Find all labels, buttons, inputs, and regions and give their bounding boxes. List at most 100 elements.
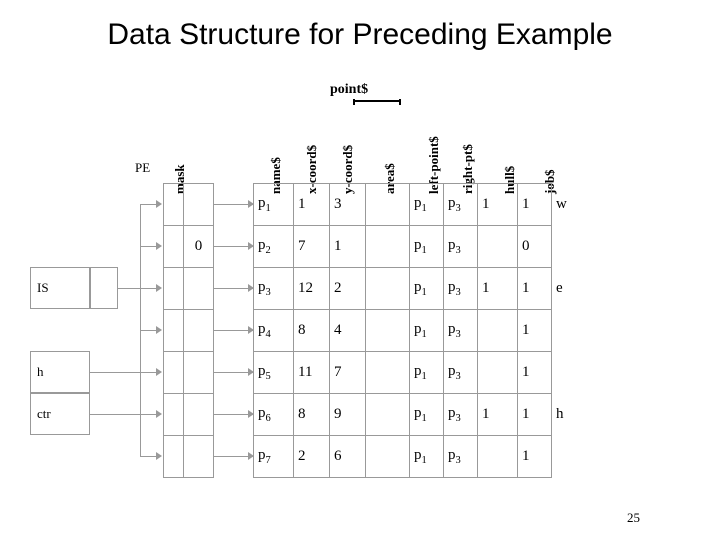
cell-pe — [164, 226, 184, 268]
is-box-cell — [90, 267, 118, 309]
cell-x: 8 — [294, 394, 330, 436]
spacer — [214, 184, 254, 226]
cell-name: p1 — [254, 184, 294, 226]
point-header: point$ — [330, 82, 368, 98]
cell-name: p2 — [254, 226, 294, 268]
cell-x: 12 — [294, 268, 330, 310]
cell-y: 7 — [330, 352, 366, 394]
cell-leftpt: p1 — [410, 226, 444, 268]
cell-y: 4 — [330, 310, 366, 352]
cell-area — [366, 436, 410, 478]
cell-mask — [184, 394, 214, 436]
arrow-row-1 — [156, 200, 162, 208]
cell-name: p6 — [254, 394, 294, 436]
is-box: IS — [30, 267, 90, 309]
cell-leftpt: p1 — [410, 184, 444, 226]
cell-annotation — [552, 226, 582, 268]
cell-job: 1 — [518, 436, 552, 478]
cell-rightpt: p3 — [444, 310, 478, 352]
cell-area — [366, 394, 410, 436]
line-r7 — [140, 456, 156, 457]
cell-job: 1 — [518, 310, 552, 352]
table-row: 0p271p1p30 — [164, 226, 582, 268]
arrow-row-3 — [156, 284, 162, 292]
cell-y: 1 — [330, 226, 366, 268]
arrow-row-6 — [156, 410, 162, 418]
spacer — [214, 352, 254, 394]
cell-hull — [478, 352, 518, 394]
cell-area — [366, 268, 410, 310]
line-r1 — [140, 204, 156, 205]
spacer — [214, 436, 254, 478]
cell-hull: 1 — [478, 394, 518, 436]
table-row: p113p1p311w — [164, 184, 582, 226]
cell-name: p7 — [254, 436, 294, 478]
cell-name: p3 — [254, 268, 294, 310]
cell-name: p4 — [254, 310, 294, 352]
cell-annotation — [552, 352, 582, 394]
arrow-row-5 — [156, 368, 162, 376]
line-r3 — [118, 288, 156, 289]
cell-mask — [184, 352, 214, 394]
line-bus — [140, 204, 141, 456]
cell-area — [366, 184, 410, 226]
h-box: h — [30, 351, 90, 393]
cell-name: p5 — [254, 352, 294, 394]
cell-y: 2 — [330, 268, 366, 310]
line-r2 — [140, 246, 156, 247]
cell-leftpt: p1 — [410, 268, 444, 310]
cell-pe — [164, 394, 184, 436]
cell-pe — [164, 184, 184, 226]
cell-x: 2 — [294, 436, 330, 478]
cell-leftpt: p1 — [410, 436, 444, 478]
table-row: p3122p1p311e — [164, 268, 582, 310]
page-number: 25 — [627, 510, 640, 526]
cell-annotation: w — [552, 184, 582, 226]
cell-y: 6 — [330, 436, 366, 478]
cell-rightpt: p3 — [444, 184, 478, 226]
cell-area — [366, 226, 410, 268]
line-r4 — [140, 330, 156, 331]
arrow-row-2 — [156, 242, 162, 250]
cell-mask — [184, 310, 214, 352]
point-header-underline — [353, 100, 401, 102]
cell-hull — [478, 226, 518, 268]
table-row: p726 p1p3 1 — [164, 436, 582, 478]
cell-leftpt: p1 — [410, 352, 444, 394]
cell-mask — [184, 184, 214, 226]
cell-x: 7 — [294, 226, 330, 268]
spacer — [214, 310, 254, 352]
line-r6 — [90, 414, 156, 415]
cell-pe — [164, 436, 184, 478]
table-row: p484p1p31 — [164, 310, 582, 352]
cell-x: 1 — [294, 184, 330, 226]
cell-job: 1 — [518, 394, 552, 436]
pe-label: PE — [135, 160, 150, 176]
cell-y: 3 — [330, 184, 366, 226]
cell-annotation — [552, 436, 582, 478]
spacer — [214, 268, 254, 310]
table-row: p5117 p1p3 1 — [164, 352, 582, 394]
table-row: p689p1p311h — [164, 394, 582, 436]
cell-pe — [164, 352, 184, 394]
arrow-row-4 — [156, 326, 162, 334]
cell-area — [366, 352, 410, 394]
cell-y: 9 — [330, 394, 366, 436]
cell-hull — [478, 310, 518, 352]
cell-rightpt: p3 — [444, 436, 478, 478]
cell-mask — [184, 268, 214, 310]
cell-job: 1 — [518, 352, 552, 394]
page-title: Data Structure for Preceding Example — [0, 0, 720, 52]
arrow-row-7 — [156, 452, 162, 460]
cell-rightpt: p3 — [444, 352, 478, 394]
cell-rightpt: p3 — [444, 226, 478, 268]
cell-area — [366, 310, 410, 352]
data-table: p113p1p311w0p271p1p30p3122p1p311ep484p1p… — [163, 183, 582, 478]
cell-job: 0 — [518, 226, 552, 268]
spacer — [214, 394, 254, 436]
cell-job: 1 — [518, 184, 552, 226]
cell-annotation: e — [552, 268, 582, 310]
cell-hull: 1 — [478, 268, 518, 310]
cell-hull: 1 — [478, 184, 518, 226]
cell-x: 11 — [294, 352, 330, 394]
